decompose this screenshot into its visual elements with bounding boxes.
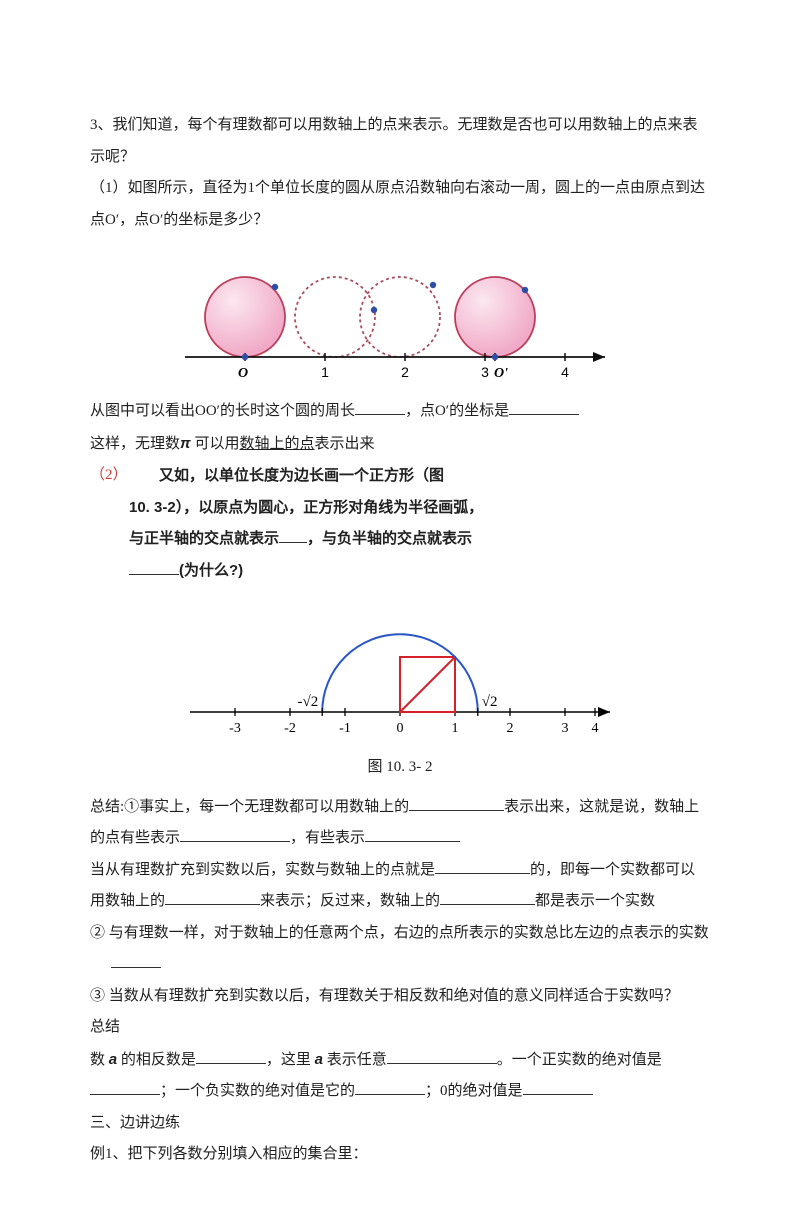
summary2-label: 总结 xyxy=(90,1012,710,1044)
summary-ext: 当从有理数扩充到实数以后，实数与数轴上的点就是的，即每一个实数都可以用数轴上的来… xyxy=(90,855,710,918)
blank-sumext-b[interactable] xyxy=(165,888,260,906)
rolling-circle-svg: O 1 2 3 O' 4 xyxy=(175,242,625,392)
paragraph-pi: 这样，无理数π 可以用数轴上的点表示出来 xyxy=(90,428,710,461)
blank-item2[interactable] xyxy=(111,951,161,969)
s2-t1b: 的相反数是 xyxy=(117,1052,196,1068)
blank-sumext-a[interactable] xyxy=(435,856,530,874)
svg-text:O': O' xyxy=(494,366,508,381)
item2-num: ② xyxy=(90,925,105,941)
summary1: 总结:①事实上，每一个无理数都可以用数轴上的表示出来，这就是说，数轴上的点有些表… xyxy=(90,792,710,855)
sum1-lead: 总结:①事实上，每一个无理数都可以用数轴上的 xyxy=(90,799,409,815)
svg-text:2: 2 xyxy=(401,364,409,380)
p3-t2: ，点O′的坐标是 xyxy=(405,403,509,419)
section-2-block: （2） 又如，以单位长度为边长画一个正方形（图 10. 3-2），以原点为圆心，… xyxy=(90,460,710,586)
s2-t3: 。一个正实数的绝对值是 xyxy=(497,1052,662,1068)
s2-t2: ，这里 xyxy=(266,1052,315,1068)
s2-t4: ；一个负实数的绝对值是它的 xyxy=(160,1083,355,1099)
s2-t2b: 表示任意 xyxy=(323,1052,387,1068)
blank-sum1-b[interactable] xyxy=(180,825,290,843)
blank-pos-sqrt2[interactable] xyxy=(279,526,307,544)
fig2-caption: 图 10. 3- 2 xyxy=(90,752,710,784)
sec2-line3: (为什么?) xyxy=(129,555,710,587)
blank-coord[interactable] xyxy=(509,398,579,416)
s2-a1: a xyxy=(109,1051,117,1068)
sec2-line1b: 10. 3-2），以原点为圆心，正方形对角线为半径画弧， xyxy=(129,492,710,524)
svg-text:1: 1 xyxy=(321,364,329,380)
s2-t1: 数 xyxy=(90,1052,109,1068)
sec2-l1b: 10. 3-2），以原点为圆心，正方形对角线为半径画弧， xyxy=(129,499,483,516)
svg-text:-√2: -√2 xyxy=(297,694,318,710)
sum1-t3: ，有些表示 xyxy=(290,830,365,846)
blank-abs-neg[interactable] xyxy=(355,1078,425,1096)
figure-rolling-circle: O 1 2 3 O' 4 xyxy=(90,242,710,392)
example-1: 例1、把下列各数分别填入相应的集合里： xyxy=(90,1139,710,1171)
item3-t1: 当数从有理数扩充到实数以后，有理数关于相反数和绝对值的意义同样适合于实数吗？ xyxy=(105,988,679,1004)
sumext-t4: 都是表示一个实数 xyxy=(535,893,655,909)
svg-text:4: 4 xyxy=(592,721,599,736)
section-3: 三、边讲边练 xyxy=(90,1108,710,1140)
p2-text: （1）如图所示，直径为1个单位长度的圆从原点沿数轴向右滚动一周，圆上的一点由原点… xyxy=(90,180,705,228)
sec2-l3: (为什么?) xyxy=(179,562,243,579)
svg-text:3: 3 xyxy=(481,364,489,380)
p1-text: 3、我们知道，每个有理数都可以用数轴上的点来表示。无理数是否也可以用数轴上的点来… xyxy=(90,117,698,165)
svg-text:1: 1 xyxy=(452,721,459,736)
svg-text:-2: -2 xyxy=(284,721,296,736)
item2-t1: 与有理数一样，对于数轴上的任意两个点，右边的点所表示的实数总比左边的点表示的实数 xyxy=(105,925,709,941)
sec2-l1a: 又如，以单位长度为边长画一个正方形（图 xyxy=(159,467,444,484)
p4-t4: 表示出来 xyxy=(314,436,374,452)
blank-opp[interactable] xyxy=(196,1046,266,1064)
svg-text:2: 2 xyxy=(507,721,514,736)
p3-t1: 从图中可以看出OO′的长时这个圆的周长 xyxy=(90,403,355,419)
sec2-l2a: 与正半轴的交点就表示 xyxy=(129,530,279,547)
summary2-body: 数 a 的相反数是 ，这里 a 表示任意 。一个正实数的绝对值是 ；一个负实数的绝对值… xyxy=(90,1044,710,1108)
svg-text:0: 0 xyxy=(397,721,404,736)
item3-num: ③ xyxy=(90,988,105,1004)
sumext-t1: 当从有理数扩充到实数以后，实数与数轴上的点就是 xyxy=(90,862,435,878)
s2-a2: a xyxy=(315,1051,323,1068)
blank-sum1-a[interactable] xyxy=(409,793,504,811)
blank-sumext-c[interactable] xyxy=(440,888,535,906)
blank-abs-zero[interactable] xyxy=(523,1078,593,1096)
sec2-line1: 又如，以单位长度为边长画一个正方形（图 xyxy=(129,460,710,492)
paragraph-after-fig1: 从图中可以看出OO′的长时这个圆的周长 ，点O′的坐标是 xyxy=(90,396,710,428)
blank-circumference[interactable] xyxy=(355,398,405,416)
sec2-num: （2） xyxy=(90,460,129,586)
svg-text:4: 4 xyxy=(561,364,569,380)
sumext-t3: 来表示；反过来，数轴上的 xyxy=(260,893,440,909)
item-3: ③ 当数从有理数扩充到实数以后，有理数关于相反数和绝对值的意义同样适合于实数吗？ xyxy=(90,981,710,1013)
blank-abs-pos[interactable] xyxy=(90,1078,160,1096)
svg-text:-1: -1 xyxy=(339,721,351,736)
s2-t5: ；0的绝对值是 xyxy=(425,1083,523,1099)
pi-symbol: π xyxy=(180,435,191,452)
sec2-line2: 与正半轴的交点就表示 ，与负半轴的交点就表示 xyxy=(129,523,710,555)
svg-text:O: O xyxy=(238,366,248,381)
p4-t1: 这样，无理数 xyxy=(90,436,180,452)
p4-t3: 数轴上的点 xyxy=(239,436,314,452)
blank-any[interactable] xyxy=(387,1046,497,1064)
svg-text:3: 3 xyxy=(562,721,569,736)
paragraph-q3: 3、我们知道，每个有理数都可以用数轴上的点来表示。无理数是否也可以用数轴上的点来… xyxy=(90,110,710,173)
item-2: ② 与有理数一样，对于数轴上的任意两个点，右边的点所表示的实数总比左边的点表示的… xyxy=(90,918,710,981)
svg-text:-3: -3 xyxy=(229,721,241,736)
sec2-l2b: ，与负半轴的交点就表示 xyxy=(307,530,472,547)
figure-sqrt2: -3 -2 -1 0 1 2 3 4 -√2 √2 xyxy=(90,592,710,752)
p4-t2: 可以用 xyxy=(191,436,240,452)
blank-neg-sqrt2[interactable] xyxy=(129,557,179,575)
paragraph-sub1: （1）如图所示，直径为1个单位长度的圆从原点沿数轴向右滚动一周，圆上的一点由原点… xyxy=(90,173,710,236)
sqrt2-svg: -3 -2 -1 0 1 2 3 4 -√2 √2 xyxy=(170,592,630,752)
blank-sum1-c[interactable] xyxy=(365,825,460,843)
svg-text:√2: √2 xyxy=(482,694,498,710)
